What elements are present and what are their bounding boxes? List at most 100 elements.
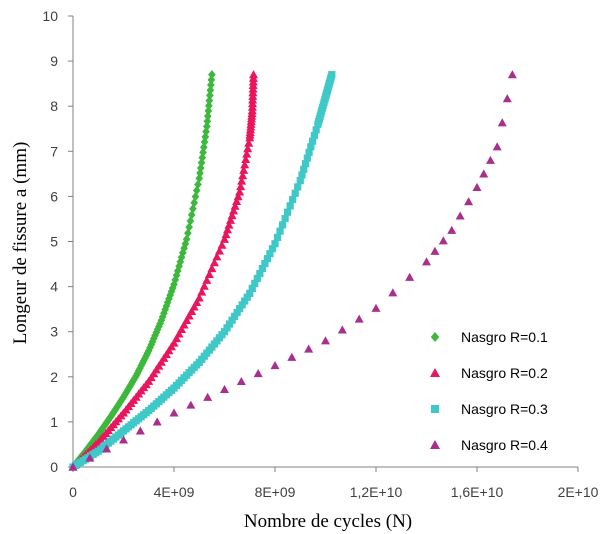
series-point xyxy=(184,311,194,320)
series-point xyxy=(237,176,247,185)
series-point xyxy=(195,173,204,183)
series-point xyxy=(438,236,448,245)
series-point xyxy=(289,195,297,204)
series-point xyxy=(507,70,517,79)
series-point xyxy=(191,192,200,202)
series-point xyxy=(241,297,249,305)
series-point xyxy=(371,303,381,312)
series-point xyxy=(207,75,216,85)
series-point xyxy=(303,154,311,162)
series-point xyxy=(242,149,252,158)
series-point xyxy=(197,287,207,296)
series-point xyxy=(236,181,246,191)
series-point xyxy=(206,90,214,100)
y-tick-label: 7 xyxy=(50,143,58,159)
series-point xyxy=(266,250,274,258)
y-tick-label: 5 xyxy=(50,234,58,250)
y-tick-label: 0 xyxy=(50,459,58,475)
series-point xyxy=(243,293,251,301)
series-point xyxy=(209,258,219,267)
series-point xyxy=(226,215,236,224)
series-point xyxy=(176,257,185,267)
series-point xyxy=(203,116,212,126)
y-tick-label: 8 xyxy=(50,98,58,114)
series-point xyxy=(85,453,95,462)
series-point xyxy=(163,297,172,307)
series-point xyxy=(119,435,128,444)
x-tick-label: 1,6E+10 xyxy=(451,484,504,500)
series-point xyxy=(185,222,193,232)
series-point xyxy=(243,144,253,153)
series-point xyxy=(189,302,199,311)
series-point xyxy=(246,289,254,297)
series-point xyxy=(230,201,240,210)
x-tick-label: 8E+09 xyxy=(255,484,296,500)
series-point xyxy=(223,324,231,332)
legend-label: Nasgro R=0.3 xyxy=(461,401,548,417)
series-point xyxy=(203,392,213,401)
series-point xyxy=(225,320,234,328)
series-point xyxy=(502,94,512,103)
series-point xyxy=(182,315,192,325)
series-point xyxy=(273,233,282,242)
series-point xyxy=(204,269,214,279)
y-tick-label: 2 xyxy=(50,369,58,385)
series-point xyxy=(291,189,299,197)
series-point xyxy=(205,101,213,111)
series-point xyxy=(192,297,202,306)
series-point xyxy=(337,325,347,334)
series-point xyxy=(206,85,215,95)
series-point xyxy=(208,70,216,80)
series-point xyxy=(204,106,213,116)
series-point xyxy=(240,160,250,169)
y-tick-label: 3 xyxy=(50,324,58,340)
series-point xyxy=(223,225,233,234)
series-point xyxy=(485,155,495,164)
series-point xyxy=(233,308,241,317)
series-point xyxy=(224,220,234,229)
series-point xyxy=(184,228,192,238)
series-point xyxy=(102,444,112,453)
series-point xyxy=(307,143,315,151)
series-point xyxy=(217,240,227,249)
series-nasgro-r-0-2 xyxy=(68,70,259,471)
y-tick-label: 1 xyxy=(50,414,58,430)
series-point xyxy=(238,171,248,180)
series-point xyxy=(422,257,431,266)
series-point xyxy=(212,252,222,261)
series-point xyxy=(447,225,457,234)
series-point xyxy=(182,234,191,244)
series-point xyxy=(236,305,244,313)
series-point xyxy=(177,324,187,334)
series-point xyxy=(312,126,320,134)
series-point xyxy=(248,284,256,293)
series-point xyxy=(186,216,195,226)
legend: Nasgro R=0.1 Nasgro R=0.2 Nasgro R=0.3 Nasg… xyxy=(430,329,548,453)
series-point xyxy=(204,111,212,121)
series-point xyxy=(231,312,239,320)
series-point xyxy=(151,331,159,341)
series-point xyxy=(430,246,440,255)
series-point xyxy=(205,96,214,106)
series-point xyxy=(388,288,398,297)
series-point xyxy=(464,197,474,206)
series-point xyxy=(220,328,229,336)
legend-marker xyxy=(430,332,440,342)
series-point xyxy=(278,221,287,229)
series-point xyxy=(271,240,279,248)
series-point xyxy=(214,246,224,255)
series-point xyxy=(232,196,242,205)
series-point xyxy=(135,426,145,435)
series-point xyxy=(235,187,245,196)
series-point xyxy=(455,211,465,220)
series-point xyxy=(253,368,263,378)
legend-label: Nasgro R=0.2 xyxy=(461,365,548,381)
series-point xyxy=(194,293,204,302)
series-point xyxy=(221,230,231,239)
series-point xyxy=(296,177,304,185)
series-point xyxy=(263,255,272,263)
series-point xyxy=(258,264,266,273)
y-tick-label: 9 xyxy=(50,53,58,69)
series-point xyxy=(220,384,229,394)
